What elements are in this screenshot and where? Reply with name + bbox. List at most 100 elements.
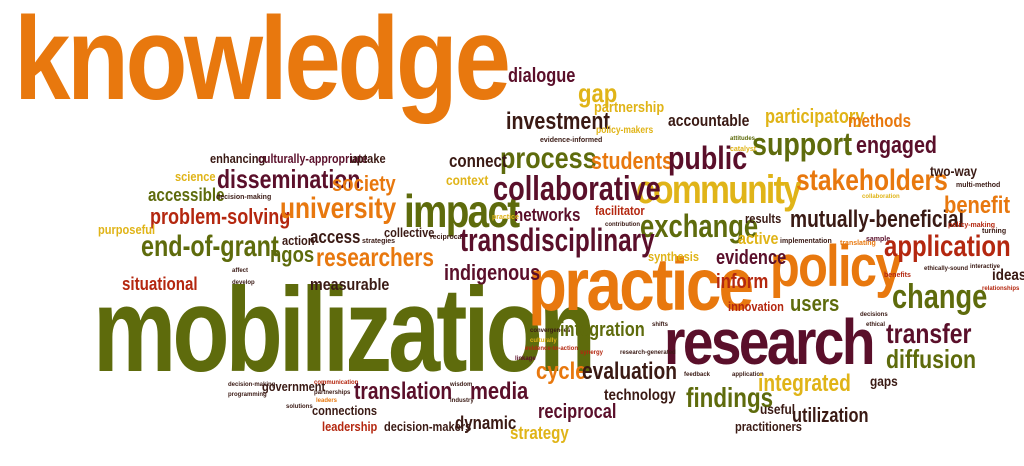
word-practice-small: practice — [492, 214, 519, 221]
word-transdisciplinary: transdisciplinary — [460, 222, 655, 258]
word-active: active — [738, 229, 779, 248]
word-transfer: transfer — [886, 318, 972, 349]
word-implementation: implementation — [780, 238, 832, 245]
word-linkage: linkage — [515, 356, 536, 362]
word-findings: findings — [686, 382, 774, 413]
word-dialogue: dialogue — [508, 65, 576, 87]
word-stakeholders: stakeholders — [796, 164, 948, 197]
word-evaluation: evaluation — [582, 358, 677, 385]
word-ideas: ideas — [992, 267, 1024, 284]
word-catalyst: catalyst — [730, 146, 757, 153]
word-industry: industry — [450, 398, 474, 404]
word-investment: investment — [506, 108, 610, 135]
word-wisdom: wisdom — [450, 382, 473, 388]
word-decision-makers: decision-makers — [384, 419, 472, 434]
word-society: society — [332, 171, 396, 196]
word-mutually-beneficial: mutually-beneficial — [790, 206, 964, 233]
word-integrated: integrated — [758, 370, 851, 397]
word-research: research — [664, 306, 875, 378]
word-solutions: solutions — [286, 404, 313, 410]
word-diffusion: diffusion — [886, 344, 977, 374]
word-policy: policy — [770, 234, 902, 299]
word-accountable: accountable — [668, 111, 750, 130]
word-technology: technology — [604, 387, 676, 404]
word-university: university — [280, 192, 397, 225]
word-context: context — [446, 172, 489, 188]
word-enhancing: enhancing — [210, 151, 266, 166]
word-accessible: accessible — [148, 185, 225, 205]
word-benefits: benefits — [884, 272, 911, 279]
word-develop: develop — [232, 280, 255, 286]
word-research-generated: research-generated — [620, 350, 676, 356]
word-leaders: leaders — [316, 398, 338, 404]
word-practice: practice — [528, 243, 754, 326]
word-uptake: uptake — [350, 151, 386, 166]
word-participatory: participatory — [765, 106, 865, 128]
word-multi-method: multi-method — [956, 182, 1001, 189]
word-culturally-appropriate: culturally-appropriate — [258, 151, 368, 166]
word-programming: programming — [228, 392, 267, 398]
word-purposeful: purposeful — [98, 222, 156, 237]
word-synergy: synergy — [580, 350, 604, 356]
word-leadership: leadership — [322, 419, 378, 434]
word-policy-makers: policy-makers — [596, 125, 654, 136]
word-end-of-grant: end-of-grant — [141, 230, 279, 263]
word-culturally: culturally — [530, 338, 557, 344]
word-measurable: measurable — [310, 275, 390, 294]
word-community: community — [636, 168, 802, 212]
word-gaps: gaps — [870, 373, 898, 389]
word-strategy: strategy — [510, 423, 569, 443]
word-inform: inform — [716, 271, 769, 293]
word-collaboration: collaboration — [862, 194, 900, 200]
word-evidence-to-action: evidence-to-action — [525, 346, 579, 352]
word-utilization: utilization — [792, 405, 869, 427]
word-students: students — [591, 148, 674, 175]
word-methods: methods — [848, 111, 912, 131]
word-reciprocal: reciprocal — [538, 401, 617, 423]
word-collaborative: collaborative — [493, 170, 661, 208]
word-translation: translation — [354, 378, 453, 405]
word-communication: communication — [314, 380, 359, 386]
word-feedback: feedback — [684, 372, 711, 378]
word-dissemination: dissemination — [217, 164, 361, 194]
word-knowledge: knowledge — [14, 0, 511, 125]
word-change: change — [892, 278, 988, 316]
word-cycle: cycle — [536, 358, 587, 385]
word-innovation: innovation — [728, 299, 784, 314]
word-synthesis: synthesis — [648, 249, 699, 264]
word-attitudes: attitudes — [730, 136, 756, 142]
word-practitioners: practitioners — [735, 419, 802, 434]
word-situational: situational — [122, 274, 198, 294]
word-two-way: two-way — [930, 163, 977, 179]
word-decision-making-low: decision-making — [228, 382, 276, 388]
word-problem-solving: problem-solving — [150, 204, 291, 229]
word-application-small: application — [732, 372, 764, 378]
word-access: access — [310, 227, 361, 247]
word-policy-making: policy-making — [948, 222, 996, 229]
word-partnerships: partnerships — [314, 390, 351, 396]
word-action: action — [282, 233, 315, 248]
word-affect: affect — [232, 268, 249, 274]
word-application: application — [884, 230, 1011, 263]
word-dynamic: dynamic — [455, 413, 517, 433]
word-media: media — [470, 378, 529, 405]
word-results: results — [745, 211, 782, 226]
word-networks: networks — [514, 205, 581, 225]
word-indigenous: indigenous — [444, 260, 541, 285]
word-science: science — [175, 169, 216, 184]
word-useful: useful — [760, 401, 796, 417]
word-convergences: convergences — [530, 328, 571, 334]
word-ngos: ngos — [270, 242, 315, 267]
word-connections: connections — [312, 403, 378, 418]
word-users: users — [790, 291, 840, 316]
word-engaged: engaged — [856, 132, 937, 159]
word-evidence-informed: evidence-informed — [540, 137, 603, 144]
word-impact: impact — [404, 185, 520, 237]
word-ethical: ethical — [866, 322, 886, 328]
word-relationships: relationships — [982, 286, 1020, 292]
word-integration: integration — [560, 319, 645, 341]
word-translating: translating — [840, 240, 876, 247]
word-collective: collective — [384, 225, 435, 240]
word-turning: turning — [982, 228, 1007, 235]
